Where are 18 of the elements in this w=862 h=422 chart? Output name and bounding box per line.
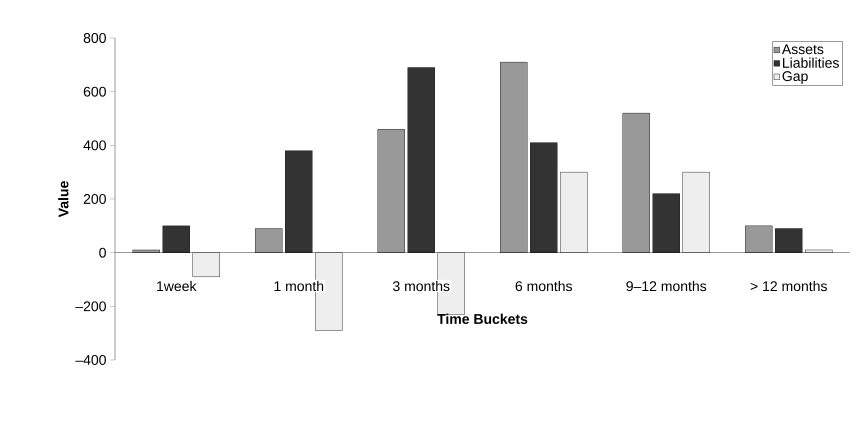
x-tick-label: 6 months: [516, 280, 572, 292]
x-tick-label: 1 month: [274, 280, 324, 292]
y-tick-label: –200: [75, 301, 106, 312]
y-tick-label: 200: [84, 194, 106, 204]
x-tick-label: 3 months: [392, 280, 450, 292]
y-tick-label: 800: [84, 33, 106, 43]
legend-label: Gap: [782, 71, 808, 84]
y-tick-label: 0: [99, 248, 106, 258]
legend-label: Liabilities: [783, 58, 839, 68]
y-axis-title: Value: [58, 181, 68, 218]
x-tick-label: 9–12 months: [626, 280, 706, 292]
y-tick-label: 600: [84, 86, 106, 97]
y-tick-label: 400: [83, 140, 106, 150]
x-tick-label: 1week: [157, 280, 197, 292]
x-tick-label: > 12 months: [750, 280, 827, 292]
x-axis-title: Time Buckets: [437, 314, 528, 324]
y-tick-label: –400: [75, 355, 106, 365]
legend-label: Assets: [782, 44, 824, 54]
